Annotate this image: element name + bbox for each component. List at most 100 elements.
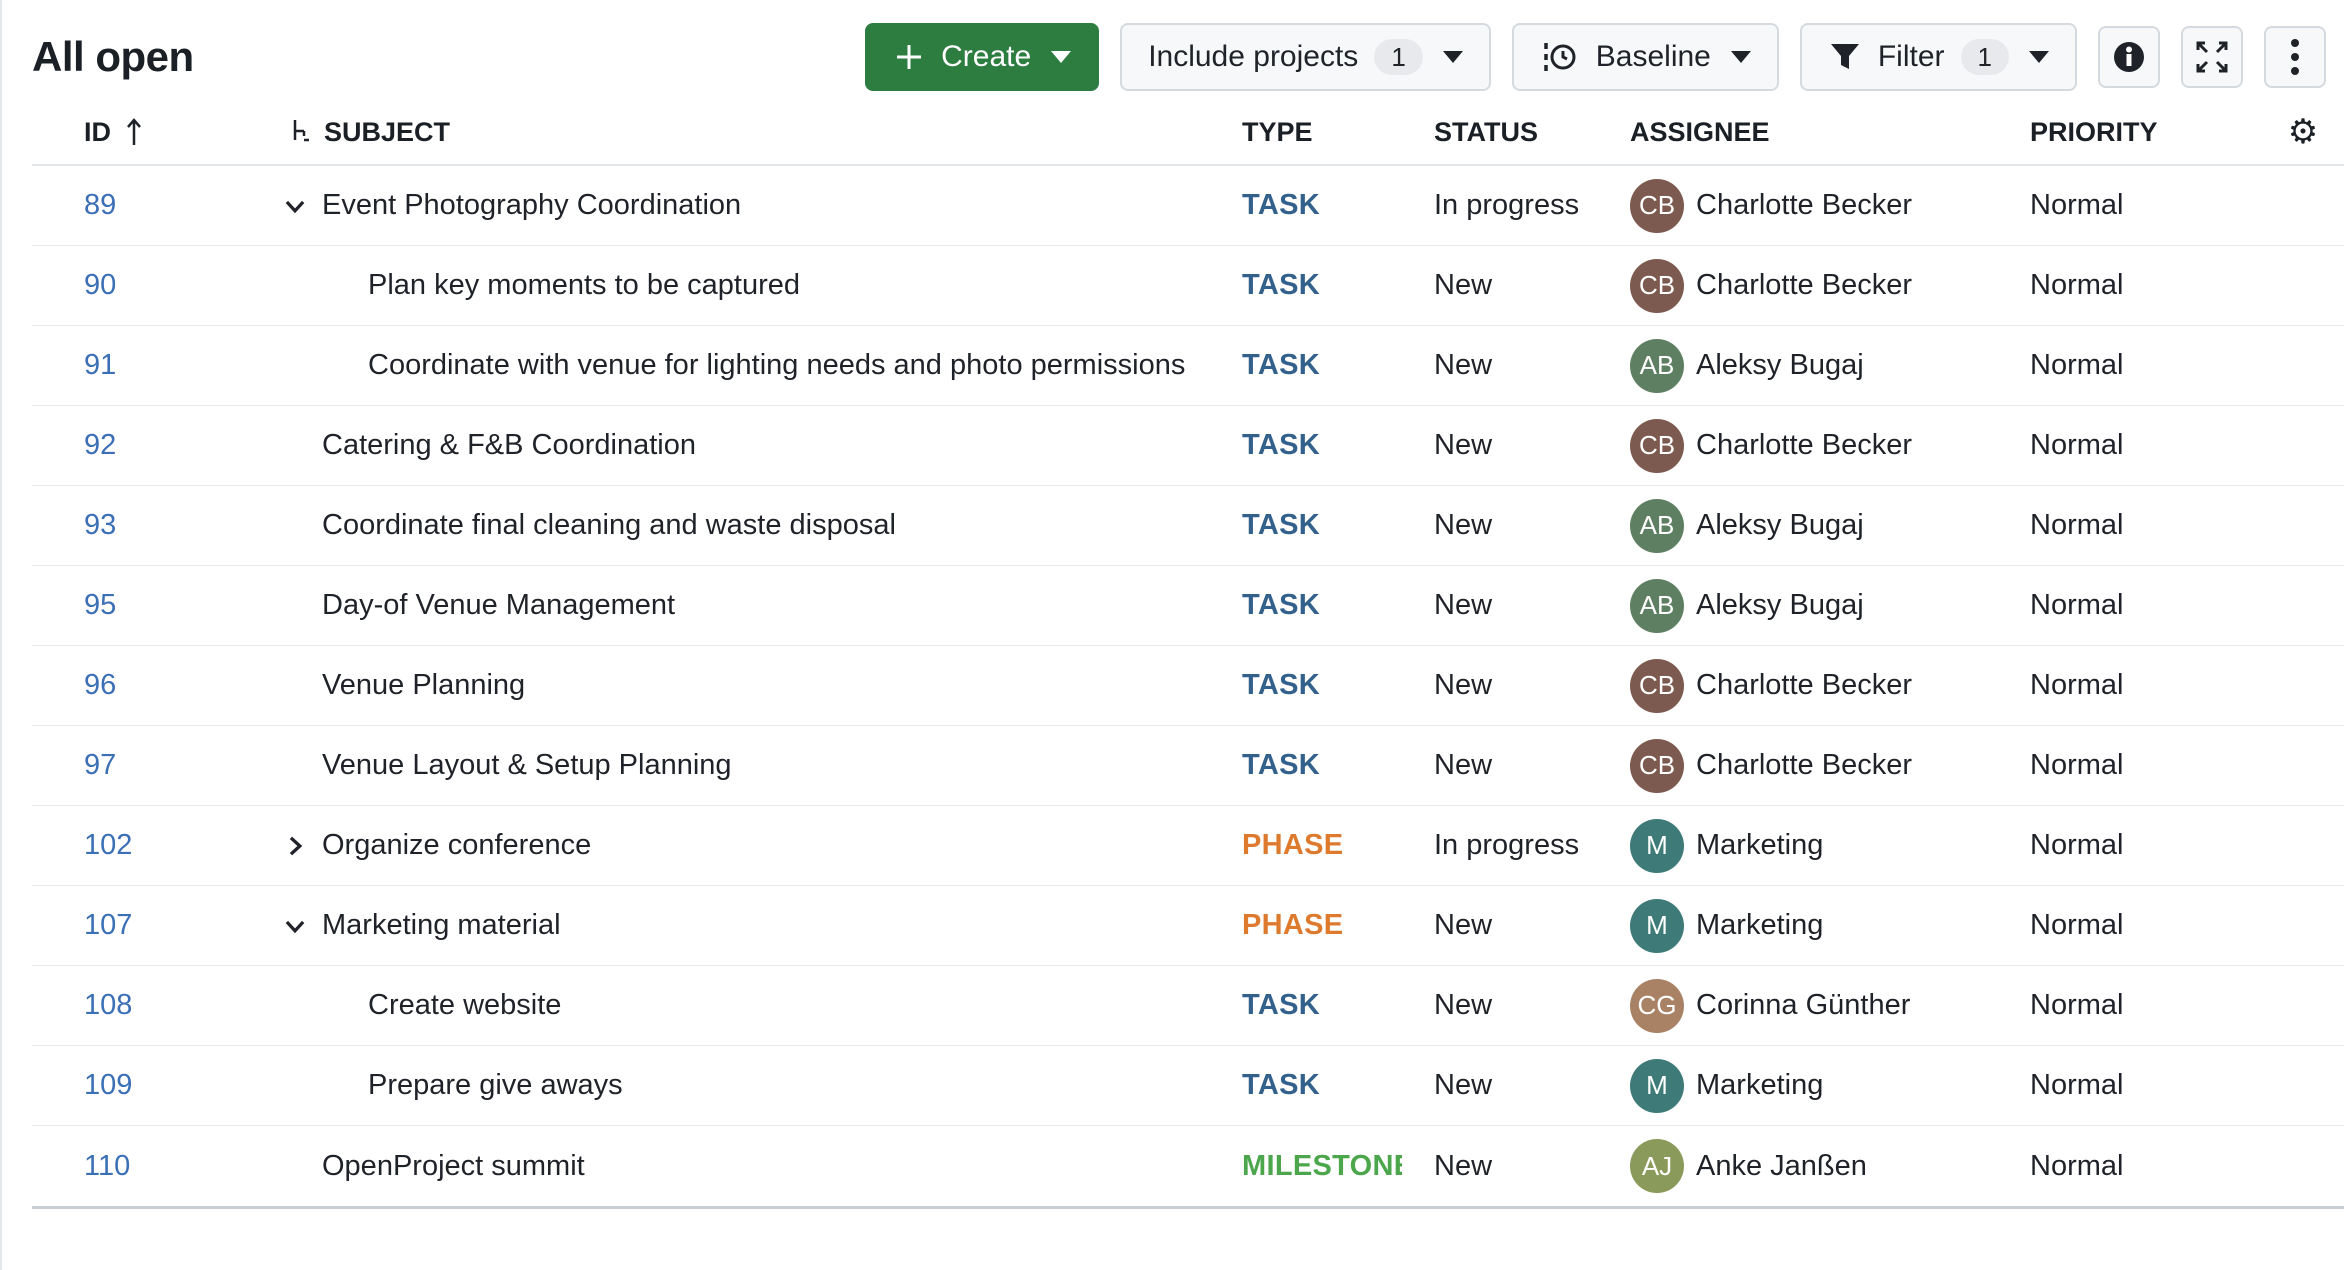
type-label: TASK xyxy=(1242,749,1320,781)
column-header-id[interactable]: ID xyxy=(32,116,282,148)
work-package-id-link[interactable]: 107 xyxy=(84,909,133,941)
more-options-button[interactable] xyxy=(2264,26,2326,88)
subject-label[interactable]: Prepare give aways xyxy=(368,1069,623,1101)
work-package-id-link[interactable]: 96 xyxy=(84,669,117,701)
baseline-button[interactable]: Baseline xyxy=(1511,23,1779,91)
chevron-down-icon xyxy=(1730,51,1751,63)
type-label: TASK xyxy=(1242,669,1320,701)
subject-label[interactable]: Organize conference xyxy=(322,829,592,861)
info-button[interactable] xyxy=(2098,26,2160,88)
work-package-id-link[interactable]: 110 xyxy=(84,1149,131,1182)
create-button[interactable]: Create xyxy=(865,23,1100,91)
table-row[interactable]: 92 Catering & F&B Coordination TASK New … xyxy=(32,406,2344,486)
assignee-name[interactable]: Aleksy Bugaj xyxy=(1696,589,1864,621)
assignee-avatar: CB xyxy=(1630,738,1684,793)
work-packages-table: ID SUBJECT TYPE STATUS ASSIGNEE PR xyxy=(32,100,2344,1209)
subject-label[interactable]: Coordinate with venue for lighting needs… xyxy=(368,349,1186,381)
expand-icon xyxy=(2193,38,2231,76)
table-row[interactable]: 89 Event Photography Coordination TASK I… xyxy=(32,166,2344,246)
status-label: New xyxy=(1434,349,1493,381)
funnel-icon xyxy=(1828,40,1862,74)
column-header-subject[interactable]: SUBJECT xyxy=(282,117,1212,148)
work-package-id-link[interactable]: 91 xyxy=(84,349,117,381)
column-header-assignee[interactable]: ASSIGNEE xyxy=(1630,116,1770,147)
subject-label[interactable]: OpenProject summit xyxy=(322,1149,585,1182)
assignee-name[interactable]: Marketing xyxy=(1696,829,1824,861)
table-row[interactable]: 95 Day-of Venue Management TASK New AB A… xyxy=(32,566,2344,646)
subject-label[interactable]: Coordinate final cleaning and waste disp… xyxy=(322,509,896,541)
fullscreen-button[interactable] xyxy=(2181,26,2243,88)
assignee-name[interactable]: Charlotte Becker xyxy=(1696,269,1912,301)
table-row[interactable]: 109 Prepare give aways TASK New M Market… xyxy=(32,1046,2344,1126)
assignee-name[interactable]: Aleksy Bugaj xyxy=(1696,509,1864,541)
include-projects-label: Include projects xyxy=(1148,40,1359,73)
filter-button[interactable]: Filter 1 xyxy=(1799,23,2077,91)
table-row[interactable]: 96 Venue Planning TASK New CB Charlotte … xyxy=(32,646,2344,726)
table-row[interactable]: 97 Venue Layout & Setup Planning TASK Ne… xyxy=(32,726,2344,806)
priority-label: Normal xyxy=(2030,909,2124,941)
assignee-name[interactable]: Charlotte Becker xyxy=(1696,669,1912,701)
assignee-name[interactable]: Anke Janßen xyxy=(1696,1149,1867,1182)
plus-icon xyxy=(893,41,925,73)
include-projects-count-badge: 1 xyxy=(1374,39,1423,75)
assignee-name[interactable]: Charlotte Becker xyxy=(1696,429,1912,461)
table-row[interactable]: 91 Coordinate with venue for lighting ne… xyxy=(32,326,2344,406)
include-projects-button[interactable]: Include projects 1 xyxy=(1120,23,1491,91)
status-label: New xyxy=(1434,669,1493,701)
subject-label[interactable]: Venue Layout & Setup Planning xyxy=(322,749,732,781)
work-package-id-link[interactable]: 93 xyxy=(84,509,117,541)
work-package-id-link[interactable]: 102 xyxy=(84,829,133,861)
status-label: New xyxy=(1434,509,1493,541)
work-package-id-link[interactable]: 95 xyxy=(84,589,117,621)
status-label: New xyxy=(1434,909,1493,941)
priority-label: Normal xyxy=(2030,829,2124,861)
priority-label: Normal xyxy=(2030,509,2124,541)
priority-label: Normal xyxy=(2030,429,2124,461)
table-body: 89 Event Photography Coordination TASK I… xyxy=(32,166,2344,1206)
status-label: New xyxy=(1434,1149,1493,1182)
table-row[interactable]: 90 Plan key moments to be captured TASK … xyxy=(32,246,2344,326)
assignee-name[interactable]: Marketing xyxy=(1696,1069,1824,1101)
work-package-id-link[interactable]: 92 xyxy=(84,429,117,461)
toolbar: Create Include projects 1 Baseline xyxy=(865,23,2326,91)
table-bottom-border xyxy=(32,1206,2344,1209)
assignee-name[interactable]: Charlotte Becker xyxy=(1696,189,1912,221)
column-header-status[interactable]: STATUS xyxy=(1434,116,1538,147)
type-label: TASK xyxy=(1242,189,1320,221)
subject-label[interactable]: Venue Planning xyxy=(322,669,526,701)
hierarchy-collapse-toggle[interactable] xyxy=(282,193,322,219)
work-package-id-link[interactable]: 90 xyxy=(84,269,117,301)
table-settings-gear-icon[interactable]: ⚙ xyxy=(2287,113,2319,151)
table-row[interactable]: 102 Organize conference PHASE In progres… xyxy=(32,806,2344,886)
subject-label[interactable]: Day-of Venue Management xyxy=(322,589,676,621)
assignee-avatar: M xyxy=(1630,818,1684,873)
column-header-type[interactable]: TYPE xyxy=(1242,116,1313,147)
hierarchy-collapse-toggle[interactable] xyxy=(282,913,322,939)
table-row[interactable]: 107 Marketing material PHASE New M Marke… xyxy=(32,886,2344,966)
subject-label[interactable]: Catering & F&B Coordination xyxy=(322,429,696,461)
table-header-row: ID SUBJECT TYPE STATUS ASSIGNEE PR xyxy=(32,100,2344,166)
table-row[interactable]: 110 OpenProject summit MILESTONE New AJ … xyxy=(32,1126,2344,1206)
column-header-priority[interactable]: PRIORITY xyxy=(2030,116,2158,147)
subject-label[interactable]: Plan key moments to be captured xyxy=(368,269,801,301)
assignee-avatar: CG xyxy=(1630,978,1684,1033)
subject-label[interactable]: Marketing material xyxy=(322,909,561,941)
assignee-name[interactable]: Corinna Günther xyxy=(1696,989,1911,1021)
subject-label[interactable]: Event Photography Coordination xyxy=(322,189,742,221)
work-package-id-link[interactable]: 108 xyxy=(84,989,133,1021)
work-package-id-link[interactable]: 97 xyxy=(84,749,117,781)
subject-label[interactable]: Create website xyxy=(368,989,562,1021)
work-package-id-link[interactable]: 109 xyxy=(84,1069,133,1101)
assignee-name[interactable]: Marketing xyxy=(1696,909,1824,941)
assignee-name[interactable]: Aleksy Bugaj xyxy=(1696,349,1864,381)
assignee-name[interactable]: Charlotte Becker xyxy=(1696,749,1912,781)
assignee-avatar: CB xyxy=(1630,418,1684,473)
status-label: New xyxy=(1434,1069,1493,1101)
table-row[interactable]: 93 Coordinate final cleaning and waste d… xyxy=(32,486,2344,566)
work-package-id-link[interactable]: 89 xyxy=(84,189,117,221)
type-label: TASK xyxy=(1242,429,1320,461)
status-label: New xyxy=(1434,589,1493,621)
table-row[interactable]: 108 Create website TASK New CG Corinna G… xyxy=(32,966,2344,1046)
page-title: All open xyxy=(32,33,194,80)
hierarchy-collapse-toggle[interactable] xyxy=(282,833,322,859)
